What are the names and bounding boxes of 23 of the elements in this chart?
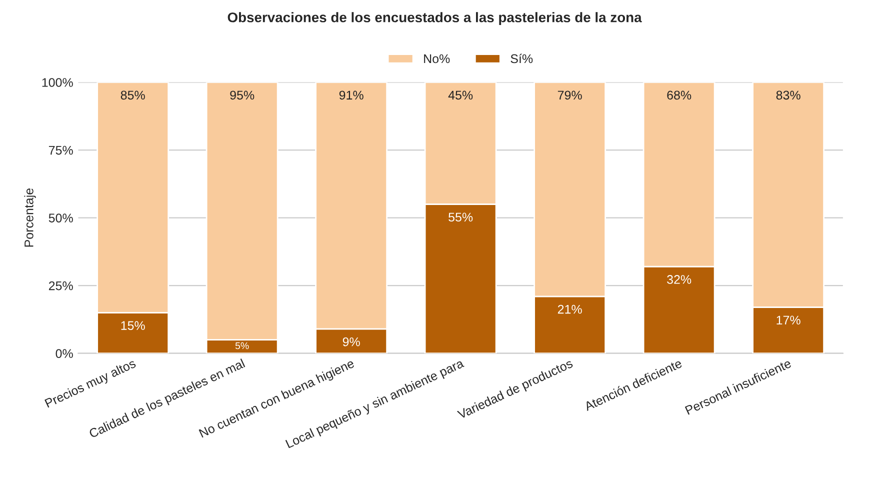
data-label: 79%	[558, 90, 582, 100]
chart-title: Observaciones de los encuestados a las pastelerias de la zona	[228, 12, 642, 26]
data-label: 9%	[342, 337, 360, 346]
data-label: 21%	[558, 304, 582, 314]
data-label: 45%	[448, 90, 473, 100]
y-tick-label: 100%	[42, 78, 73, 87]
y-tick-label: 50%	[48, 214, 73, 222]
data-label: 91%	[339, 90, 364, 100]
data-label: 17%	[776, 316, 800, 325]
data-label: 32%	[667, 275, 692, 284]
data-label: 83%	[776, 90, 800, 100]
legend-label: No%	[424, 54, 450, 64]
y-tick-label: 0%	[56, 349, 73, 358]
y-tick-label: 25%	[48, 281, 73, 290]
y-tick-label: 75%	[48, 146, 73, 155]
legend-label: Sí%	[510, 54, 533, 64]
data-label: 68%	[667, 90, 692, 100]
data-label: 15%	[121, 321, 145, 330]
data-label: 85%	[120, 90, 145, 100]
data-label: 95%	[230, 90, 254, 100]
y-axis-title: Porcentaje	[24, 188, 36, 247]
data-label: 5%	[235, 342, 249, 350]
data-label: 55%	[448, 212, 473, 222]
